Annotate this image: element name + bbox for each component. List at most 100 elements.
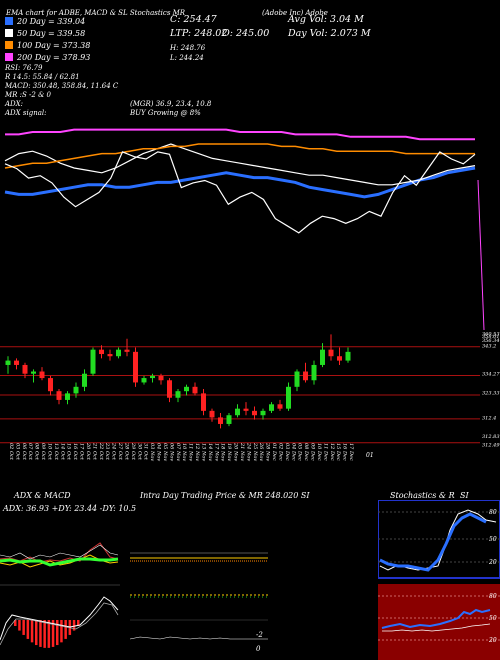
high-price: H: 248.76 xyxy=(170,44,206,52)
mr-minus-2: -2 xyxy=(256,631,263,639)
legend-swatch xyxy=(5,29,13,37)
level-label: 312.4 xyxy=(482,415,496,421)
macd-bar xyxy=(39,620,42,647)
candle-body xyxy=(99,349,104,355)
candle-body xyxy=(320,349,325,365)
date-label: 08 Dec xyxy=(303,443,309,461)
ema-chart xyxy=(4,128,485,330)
open-price: O: 245.00 xyxy=(222,28,270,39)
candle-body xyxy=(167,380,172,398)
date-label: 02 Oct xyxy=(8,443,14,461)
candle-body xyxy=(345,351,351,361)
date-label: 13 Nov xyxy=(201,443,207,461)
rsi-signal-line xyxy=(382,623,491,632)
date-label: 12 Nov xyxy=(194,443,200,461)
date-label: 27 Oct xyxy=(117,442,123,461)
stats-macd: MACD: 350.48, 358.84, 11.64 C xyxy=(5,82,119,90)
date-label: 05 Dec xyxy=(297,443,303,461)
date-label: 16 Dec xyxy=(342,443,348,461)
legend-ema200: 200 Day = 378.93 xyxy=(5,53,90,62)
date-label: 20 Nov xyxy=(233,442,239,461)
date-label: 26 Nov xyxy=(258,442,264,461)
candle-body xyxy=(235,408,240,416)
date-label: 21 Nov xyxy=(239,442,245,461)
stats-mr: MR :S -2 & 0 xyxy=(5,91,51,99)
macd-histogram xyxy=(14,620,80,648)
date-label: 28 Nov xyxy=(265,442,271,461)
candle-body xyxy=(192,386,198,394)
candle-body xyxy=(124,349,130,352)
candle-body xyxy=(184,386,189,392)
candle-body xyxy=(337,356,342,361)
date-label: 17 Dec xyxy=(348,443,354,461)
candle-body xyxy=(158,375,164,381)
ema-drop-line xyxy=(477,179,485,330)
stochastics-si: SI xyxy=(460,491,469,500)
level-label: 334.27 xyxy=(482,372,500,378)
stoch-tick: 50 xyxy=(489,536,497,543)
macd-bar xyxy=(30,620,34,643)
macd-bar xyxy=(26,620,30,639)
candle-body xyxy=(201,393,206,411)
price-close-line xyxy=(4,151,476,234)
candle-body xyxy=(141,378,147,383)
adx-title: ADX & MACD xyxy=(14,491,71,500)
date-label: 01 Dec xyxy=(271,443,277,461)
candle-body xyxy=(209,410,215,418)
mr-line xyxy=(130,636,268,640)
candle-body xyxy=(39,371,45,379)
candle-body xyxy=(286,386,291,409)
date-label: 06 Nov xyxy=(168,443,174,461)
date-label: 05 Nov xyxy=(162,443,168,461)
candle-body xyxy=(22,364,28,374)
axis-right-note: 01 xyxy=(366,452,374,459)
macd-bar xyxy=(60,620,63,643)
legend-label: 50 Day = 339.58 xyxy=(17,29,86,38)
macd-bar xyxy=(64,620,67,639)
date-label: 18 Nov xyxy=(220,443,226,461)
candle-body xyxy=(226,415,232,424)
stoch-d-line xyxy=(379,512,487,572)
candle-body xyxy=(328,349,334,357)
ema-lines xyxy=(4,128,476,234)
level-label: 356.34 xyxy=(482,338,500,344)
date-label: 11 Nov xyxy=(188,443,194,461)
candle-body xyxy=(90,349,96,374)
date-label: 20 Oct xyxy=(85,442,91,461)
legend-swatch xyxy=(5,17,13,25)
rsi-tick: 80 xyxy=(489,593,497,600)
candle-body xyxy=(150,375,155,379)
candle-level-lines xyxy=(0,346,480,444)
date-label: 03 Dec xyxy=(284,443,290,461)
legend-label: 100 Day = 373.38 xyxy=(17,41,91,50)
macd-bar xyxy=(22,620,25,635)
date-label: 03 Nov xyxy=(149,443,155,461)
candle-body xyxy=(48,378,53,392)
intraday-panel: -2 0 xyxy=(130,515,270,660)
rsi-tick: 50 xyxy=(489,615,497,622)
date-label: 15 Dec xyxy=(335,443,341,461)
date-label: 17 Oct xyxy=(79,443,85,461)
macd-signal-line xyxy=(0,602,119,646)
date-label: 09 Oct xyxy=(40,443,46,461)
ema-series-0 xyxy=(4,166,476,199)
legend-ema20: 20 Day = 339.04 xyxy=(5,17,85,26)
stochastics-panel: 80 50 20 80 50 20 xyxy=(378,500,500,660)
date-label: 09 Dec xyxy=(310,443,316,461)
date-label: 15 Oct xyxy=(66,443,72,461)
candles xyxy=(5,334,351,429)
date-label: 19 Nov xyxy=(226,443,232,461)
candle-body xyxy=(252,410,257,416)
level-label: 343.2 xyxy=(482,343,496,349)
candle-body xyxy=(56,391,62,400)
date-axis: 02 Oct 03 Oct 06 Oct 07 Oct 08 Oct 09 Oct 10 O… xyxy=(8,442,354,461)
macd-bar xyxy=(14,620,17,626)
stats-r: R 14.5: 55.84 / 62.81 xyxy=(5,73,80,81)
date-label: 02 Dec xyxy=(277,443,283,461)
candle-body xyxy=(73,386,79,394)
date-label: 23 Oct xyxy=(104,442,110,461)
date-label: 14 Oct xyxy=(59,443,65,461)
date-label: 24 Nov xyxy=(245,442,251,461)
stoch-tick: 20 xyxy=(488,559,497,566)
candle-body xyxy=(5,360,11,365)
